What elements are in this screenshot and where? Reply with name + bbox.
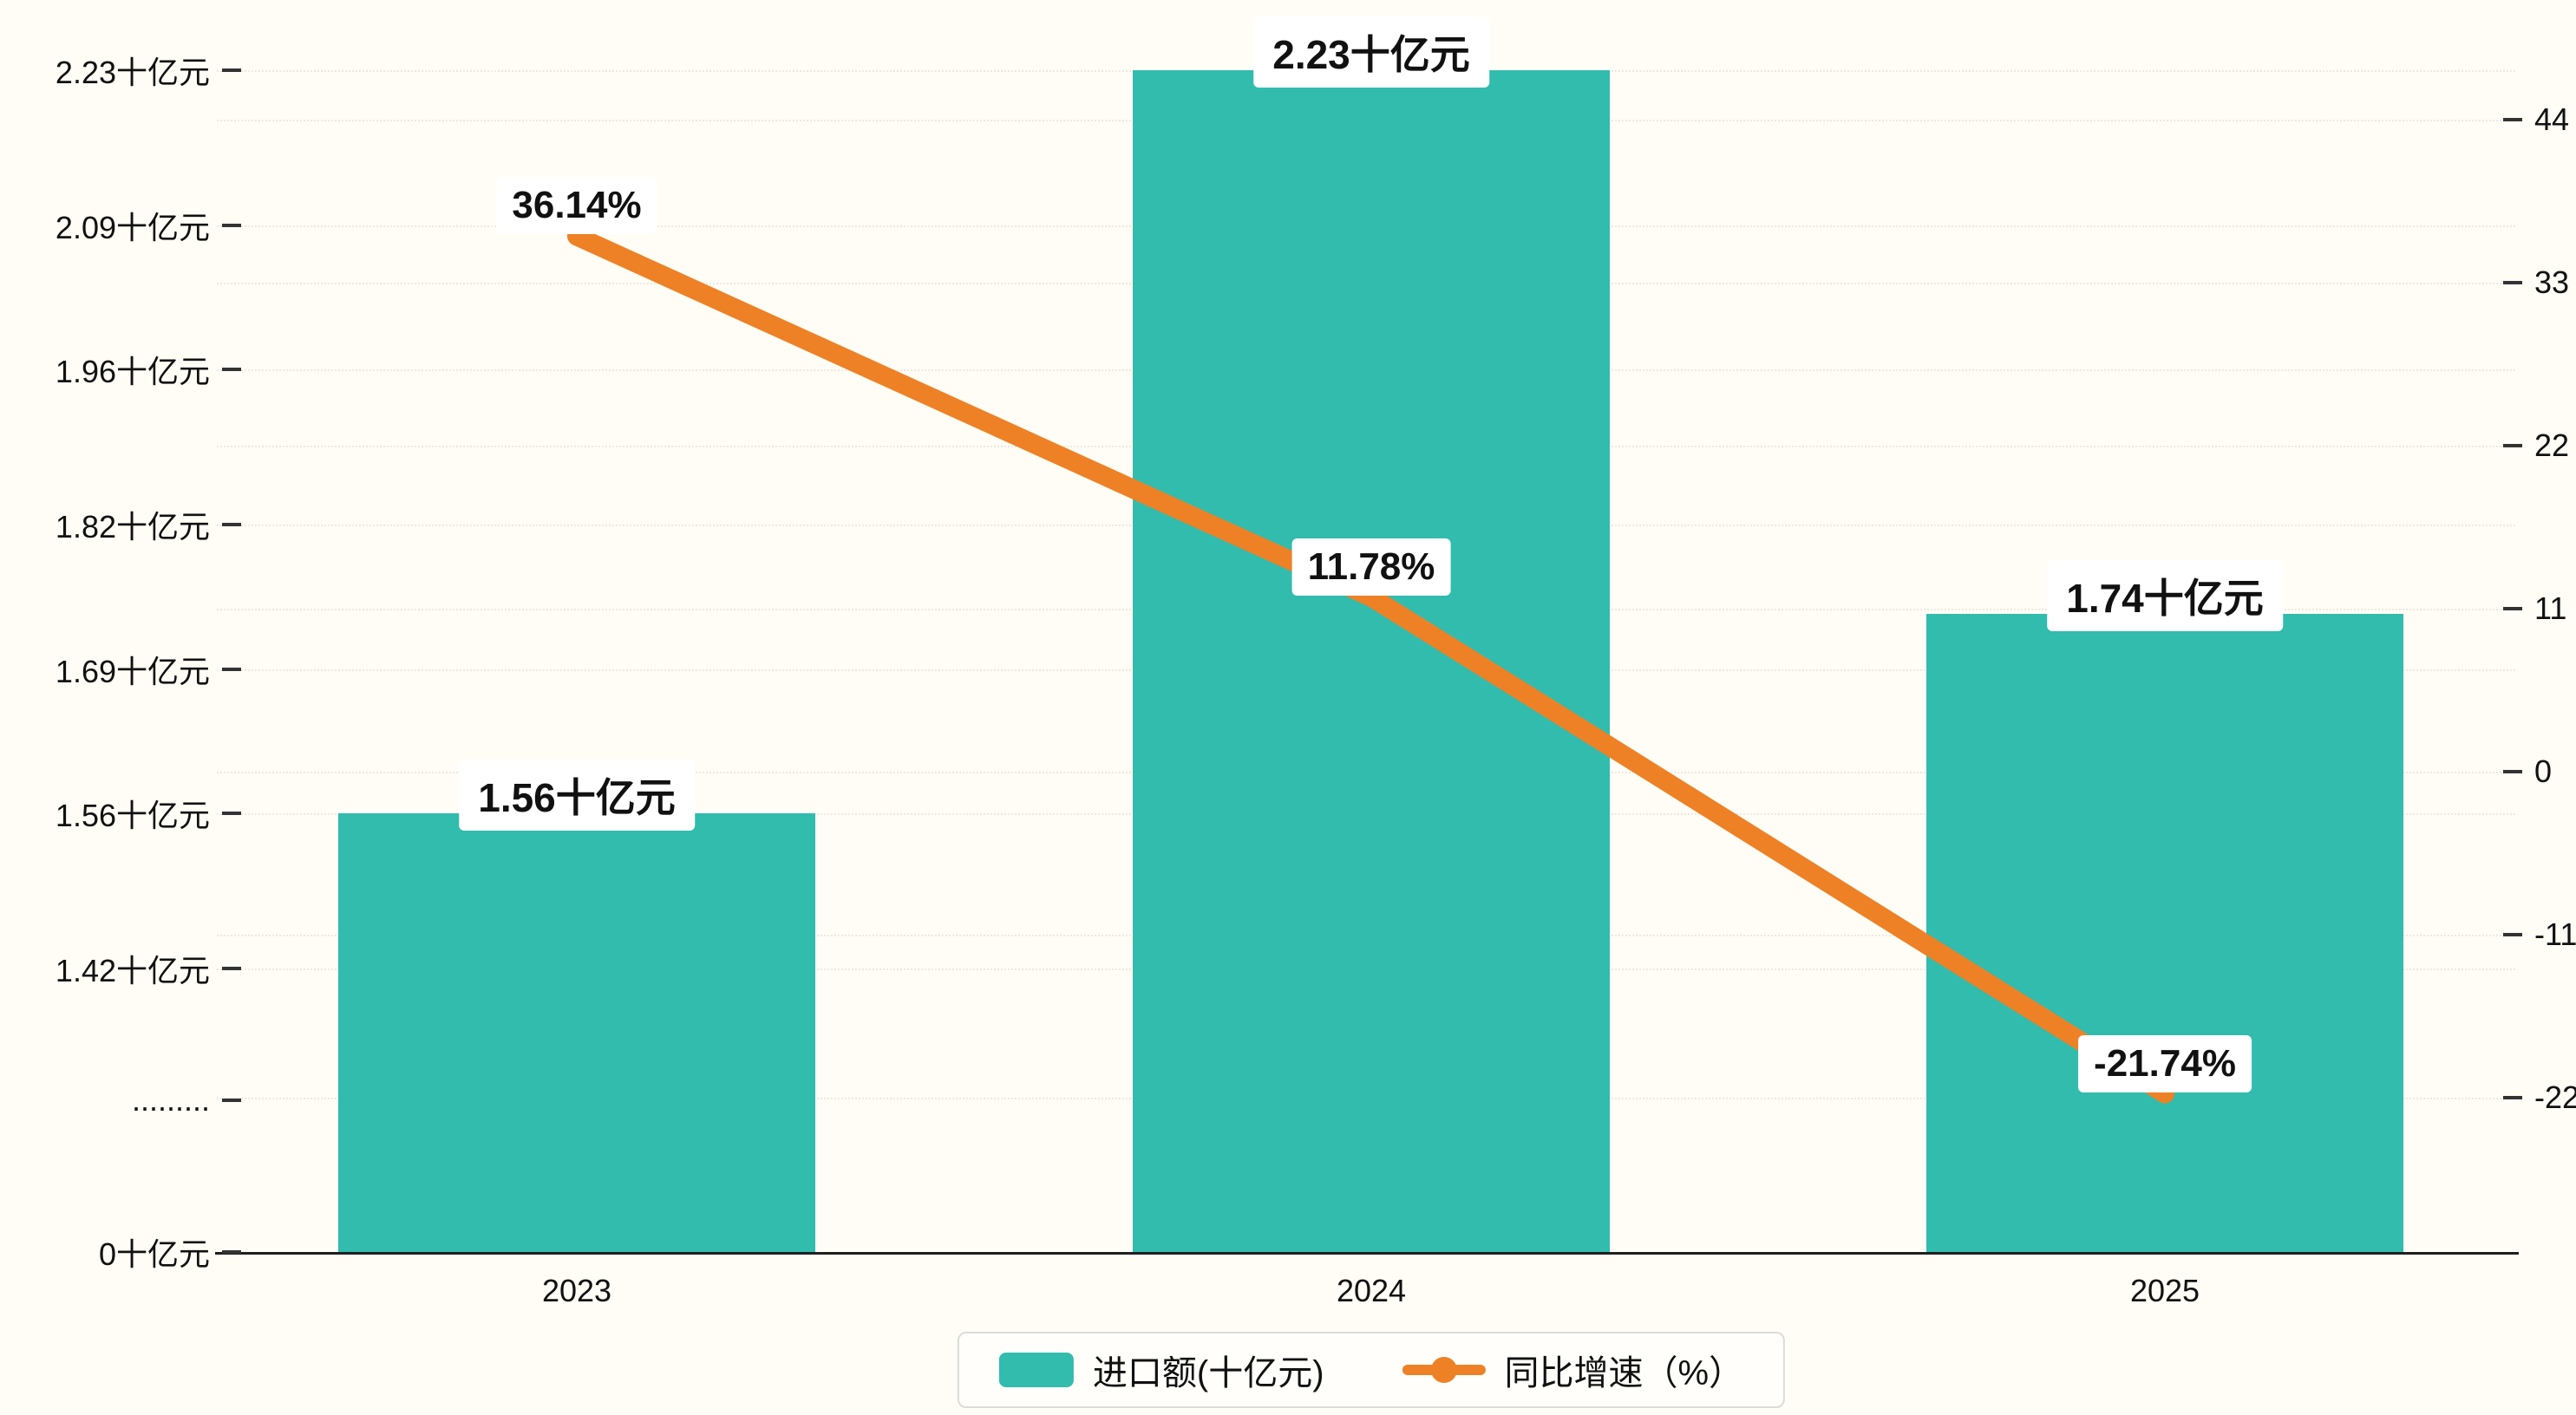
left-axis-tick [222,368,241,372]
x-axis-label-2023: 2023 [541,1273,612,1308]
right-axis-tick [2503,444,2522,448]
legend: 进口额(十亿元) 同比增速（%） [957,1332,1786,1408]
left-axis-label: 2.09十亿元 [55,210,210,246]
left-axis-label: 1.56十亿元 [55,797,210,833]
left-axis-label: 1.42十亿元 [55,952,210,988]
left-axis-tick [222,68,241,72]
left-axis-label: 2.23十亿元 [55,55,210,90]
growth-label-2025: -21.74% [2078,1034,2252,1092]
bar-value-label-2023: 1.56十亿元 [459,759,695,831]
growth-label-2023: 36.14% [496,177,657,235]
legend-label-growth: 同比增速（%） [1504,1354,1744,1392]
growth-line [567,226,2174,1104]
x-axis-label-2025: 2025 [2129,1273,2200,1308]
left-axis-tick [222,667,241,671]
line-series-swatch-icon [1402,1357,1486,1383]
right-axis-label: 44 [2534,101,2570,138]
left-axis-label: 1.69十亿元 [55,653,210,689]
left-axis-tick [222,224,241,228]
left-axis-tick [222,811,241,815]
bar-value-label-2025: 1.74十亿元 [2047,559,2283,631]
left-axis-tick [222,1250,241,1254]
right-axis-tick [2503,770,2522,773]
left-axis-label: 0十亿元 [98,1236,210,1272]
legend-item-imports[interactable]: 进口额(十亿元) [998,1345,1324,1395]
legend-label-imports: 进口额(十亿元) [1092,1354,1324,1392]
left-axis-label: 1.96十亿元 [55,354,210,390]
x-axis-label-2024: 2024 [1336,1273,1407,1308]
right-axis-label: -22 [2534,1079,2576,1115]
right-axis-tick [2503,1095,2522,1099]
bar-2025 [1926,613,2403,1252]
legend-item-growth[interactable]: 同比增速（%） [1402,1345,1744,1395]
right-axis-tick [2503,932,2522,936]
right-axis-label: 33 [2534,264,2570,301]
left-axis-tick [222,1099,241,1102]
bar-2024 [1133,70,1610,1252]
right-axis-tick [2503,118,2522,122]
right-axis-label: 22 [2534,427,2570,464]
right-axis-label: 0 [2534,753,2553,789]
right-axis-label: -11 [2534,916,2576,952]
left-axis-label: 1.82十亿元 [55,509,210,545]
right-axis-label: 11 [2534,590,2567,626]
right-axis-tick [2503,281,2522,285]
left-axis-tick [222,966,241,970]
left-axis-label: ......... [131,1082,210,1118]
bar-2023 [338,812,815,1252]
growth-label-2024: 11.78% [1291,538,1451,596]
bar-series-swatch-icon [998,1353,1074,1387]
left-axis-tick [222,523,241,527]
right-axis-tick [2503,607,2522,610]
bar-value-label-2024: 2.23十亿元 [1253,16,1489,88]
line-dot-icon [1430,1357,1457,1383]
x-axis-line [215,1252,2519,1255]
